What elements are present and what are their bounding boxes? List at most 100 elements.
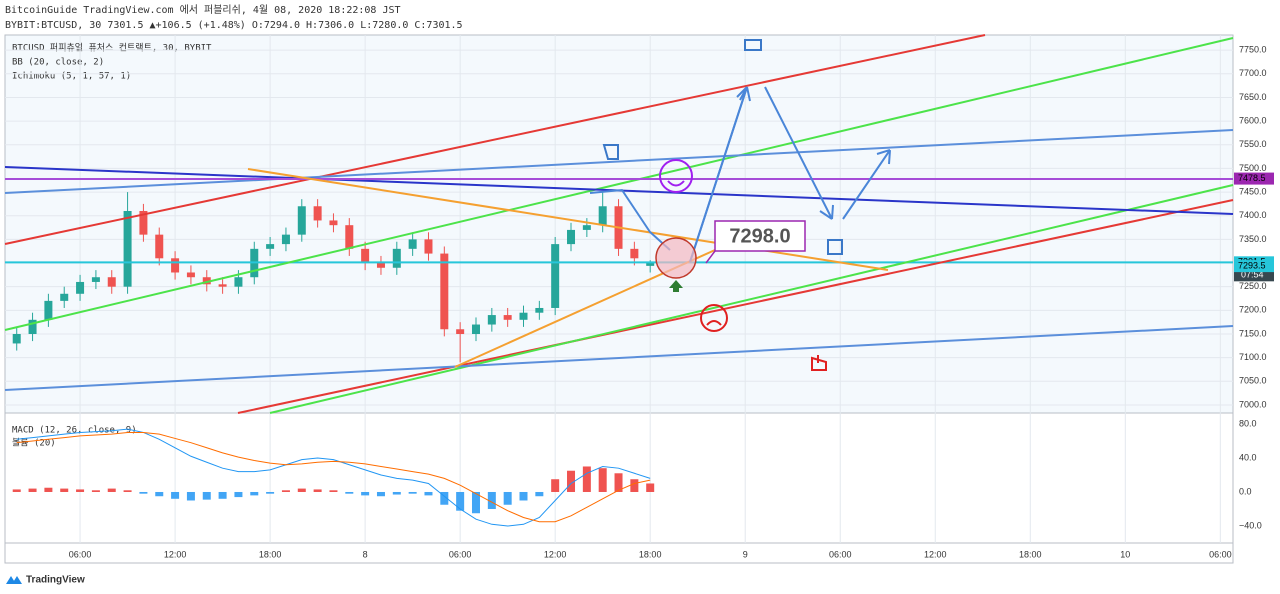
candle-body: [218, 284, 227, 287]
y-tick-label: 7500.0: [1239, 163, 1267, 173]
candle-body: [329, 220, 338, 226]
histogram-bar: [91, 490, 100, 492]
indicator-line: [16, 428, 651, 527]
histogram-bar: [646, 483, 655, 492]
histogram-bar: [313, 489, 322, 492]
x-tick-label: 8: [363, 549, 368, 559]
frown-mouth: [706, 320, 722, 326]
candle-body: [598, 206, 607, 226]
y-tick-label: 7550.0: [1239, 139, 1267, 149]
trendline: [237, 199, 1234, 414]
histogram-bar: [456, 491, 465, 511]
y-tick-label: 7050.0: [1239, 376, 1267, 386]
y-tick-label: 80.0: [1239, 418, 1257, 428]
candle-body: [266, 244, 275, 249]
x-tick-label: 06:00: [829, 549, 852, 559]
candle-body: [123, 210, 132, 287]
candle-body: [234, 277, 243, 287]
candle-body: [503, 315, 512, 320]
histogram-bar: [598, 468, 607, 492]
candle-body: [392, 248, 401, 268]
y-tick-label: 7750.0: [1239, 45, 1267, 55]
y-tick-label: −40.0: [1239, 520, 1262, 530]
x-tick-label: 12:00: [924, 549, 947, 559]
histogram-bar: [60, 488, 69, 492]
histogram-bar: [630, 479, 639, 492]
x-tick-label: 06:00: [1209, 549, 1232, 559]
x-tick-label: 12:00: [544, 549, 567, 559]
histogram-bar: [376, 491, 385, 497]
callout-pointer: [705, 250, 716, 264]
arrow: [842, 149, 891, 220]
histogram-bar: [551, 479, 560, 492]
marks: MACD (12, 26, close, 9) 볼륨 (20): [5, 35, 1233, 543]
candle-body: [76, 281, 85, 294]
up-arrow-icon: [669, 280, 683, 292]
histogram-bar: [440, 491, 449, 505]
trendline: [4, 325, 1234, 391]
candle-body: [44, 300, 53, 320]
y-tick-label: 7650.0: [1239, 92, 1267, 102]
y-tick-label: 7400.0: [1239, 210, 1267, 220]
histogram-bar: [107, 488, 116, 492]
macd-legend: 볼륨 (20): [12, 438, 56, 449]
price-tag-label: 7293.5: [1238, 260, 1266, 270]
histogram-bar: [361, 491, 370, 496]
histogram-bar: [44, 487, 53, 492]
smiley-mouth: [667, 180, 685, 187]
x-tick-label: 06:00: [69, 549, 92, 559]
header-title: BitcoinGuide TradingView.com 에서 퍼블리쉬, 4월…: [5, 4, 401, 16]
callout-label: 7298.0: [729, 225, 790, 247]
arrow: [764, 86, 834, 220]
trendline: [4, 37, 1234, 331]
candle-body: [139, 210, 148, 235]
price-tag: [1234, 260, 1274, 273]
histogram-bar: [487, 491, 496, 509]
x-tick-label: 10: [1120, 549, 1130, 559]
candle-body: [408, 239, 417, 249]
x-tick-label: 18:00: [259, 549, 282, 559]
histogram-bar: [218, 491, 227, 499]
candle-body: [551, 244, 560, 308]
histogram-bar: [519, 491, 528, 501]
histogram-bar: [471, 491, 480, 514]
histogram-bar: [392, 491, 401, 495]
y-tick-label: 7450.0: [1239, 186, 1267, 196]
hand-icon: [811, 355, 827, 371]
y-tick-label: 7700.0: [1239, 68, 1267, 78]
x-tick-label: 12:00: [164, 549, 187, 559]
price-tag: [1234, 172, 1274, 185]
histogram-bar: [28, 488, 37, 492]
drawings: [4, 34, 1234, 414]
candle-body: [471, 324, 480, 334]
candle-body: [12, 333, 21, 344]
histogram-bar: [329, 490, 338, 492]
histogram-bar: [503, 491, 512, 505]
price-tag-label: 7478.5: [1238, 173, 1266, 183]
candle-body: [376, 263, 385, 268]
candle-body: [313, 206, 322, 221]
candle-body: [186, 272, 195, 278]
histogram-bar: [155, 491, 164, 497]
candle-body: [28, 319, 37, 334]
candle-body: [456, 329, 465, 334]
candle-body: [107, 277, 116, 287]
histogram-bar: [614, 473, 623, 492]
candle-body: [60, 293, 69, 301]
histogram-bar: [281, 490, 290, 492]
timer-label: 07:54: [1241, 270, 1264, 280]
histogram-bar: [345, 491, 354, 494]
y-tick-label: 7000.0: [1239, 399, 1267, 409]
hand-icon: [602, 144, 619, 160]
arrow: [689, 86, 751, 263]
y-tick-label: 7350.0: [1239, 234, 1267, 244]
candle-body: [424, 239, 433, 254]
candle-body: [155, 234, 164, 259]
y-tick-label: 7200.0: [1239, 305, 1267, 315]
histogram-bar: [266, 491, 275, 494]
axes: 7000.07050.07100.07150.07200.07250.07300…: [69, 45, 1274, 559]
candle-body: [630, 248, 639, 259]
footer-brand: TradingView: [26, 575, 85, 586]
y-tick-label: 7600.0: [1239, 115, 1267, 125]
candle-body: [567, 229, 576, 245]
